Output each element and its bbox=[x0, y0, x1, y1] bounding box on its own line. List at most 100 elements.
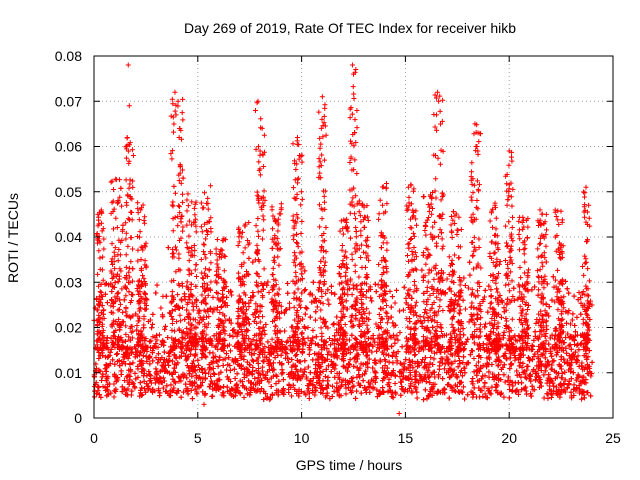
data-point bbox=[531, 337, 537, 343]
data-point bbox=[207, 383, 213, 389]
data-point bbox=[118, 368, 124, 374]
data-point bbox=[397, 368, 403, 374]
data-point bbox=[99, 378, 105, 384]
data-point bbox=[374, 394, 380, 400]
data-point bbox=[320, 387, 326, 393]
data-point bbox=[103, 354, 109, 360]
data-point bbox=[252, 376, 258, 382]
data-point bbox=[226, 355, 232, 361]
data-point bbox=[350, 375, 356, 381]
data-point bbox=[310, 376, 316, 382]
data-point bbox=[317, 265, 323, 271]
data-point bbox=[121, 378, 127, 384]
data-point bbox=[412, 352, 418, 358]
data-point bbox=[282, 328, 288, 334]
data-point bbox=[224, 384, 230, 390]
data-point bbox=[366, 310, 372, 316]
data-point bbox=[163, 293, 169, 299]
data-point bbox=[339, 356, 345, 362]
data-point bbox=[367, 284, 373, 290]
data-point bbox=[422, 372, 428, 378]
data-point bbox=[354, 365, 360, 371]
data-point bbox=[553, 384, 559, 390]
data-point bbox=[130, 360, 136, 366]
data-point bbox=[579, 396, 585, 402]
data-point bbox=[480, 393, 486, 399]
data-point bbox=[337, 332, 343, 338]
data-point bbox=[229, 292, 235, 298]
data-point bbox=[484, 342, 490, 348]
data-point bbox=[310, 327, 316, 333]
data-point bbox=[178, 378, 184, 384]
data-point bbox=[466, 319, 472, 325]
data-point bbox=[324, 346, 330, 352]
data-point bbox=[393, 391, 399, 397]
data-point bbox=[235, 316, 241, 322]
data-point bbox=[319, 354, 325, 360]
data-point bbox=[304, 306, 310, 312]
data-point bbox=[358, 390, 364, 396]
data-point bbox=[181, 291, 187, 297]
data-point bbox=[451, 388, 457, 394]
data-point bbox=[533, 320, 539, 326]
data-point bbox=[489, 361, 495, 367]
data-point bbox=[530, 387, 536, 393]
data-point bbox=[506, 382, 512, 388]
data-point bbox=[189, 373, 195, 379]
data-point bbox=[372, 339, 378, 345]
data-point bbox=[408, 309, 414, 315]
data-point bbox=[126, 289, 132, 295]
data-point bbox=[427, 380, 433, 386]
data-point bbox=[501, 305, 507, 311]
data-point bbox=[475, 378, 481, 384]
data-point bbox=[563, 345, 569, 351]
data-point bbox=[130, 266, 136, 272]
data-point bbox=[150, 358, 156, 364]
data-point bbox=[188, 281, 194, 287]
data-point bbox=[279, 371, 285, 377]
data-point bbox=[225, 362, 231, 368]
data-point bbox=[469, 379, 475, 385]
data-point bbox=[227, 348, 233, 354]
data-point bbox=[432, 219, 438, 225]
data-point bbox=[373, 289, 379, 295]
data-point bbox=[289, 393, 295, 399]
data-point bbox=[175, 360, 181, 366]
data-point bbox=[395, 337, 401, 343]
data-point bbox=[94, 391, 100, 397]
data-point bbox=[452, 358, 458, 364]
data-point bbox=[423, 379, 429, 385]
data-point bbox=[493, 351, 499, 357]
data-point bbox=[501, 353, 507, 359]
data-point bbox=[547, 387, 553, 393]
data-point bbox=[307, 370, 313, 376]
data-point bbox=[549, 297, 555, 303]
data-point bbox=[351, 355, 357, 361]
data-point bbox=[106, 282, 112, 288]
data-point bbox=[536, 366, 542, 372]
data-point bbox=[322, 374, 328, 380]
data-point bbox=[499, 298, 505, 304]
data-point bbox=[399, 344, 405, 350]
data-point bbox=[367, 381, 373, 387]
data-point bbox=[166, 362, 172, 368]
data-point bbox=[184, 375, 190, 381]
data-point bbox=[293, 366, 299, 372]
data-point bbox=[95, 384, 101, 390]
data-point bbox=[331, 341, 337, 347]
data-point bbox=[320, 354, 326, 360]
data-point bbox=[320, 378, 326, 384]
data-point bbox=[578, 295, 584, 301]
data-point bbox=[250, 364, 256, 370]
data-point bbox=[285, 280, 291, 286]
data-point bbox=[294, 377, 300, 383]
data-point bbox=[570, 351, 576, 357]
data-point bbox=[170, 372, 176, 378]
data-point bbox=[139, 369, 145, 375]
data-point bbox=[246, 362, 252, 368]
data-point bbox=[482, 380, 488, 386]
data-point bbox=[384, 365, 390, 371]
data-point bbox=[285, 359, 291, 365]
data-point bbox=[299, 290, 305, 296]
data-point bbox=[461, 365, 467, 371]
